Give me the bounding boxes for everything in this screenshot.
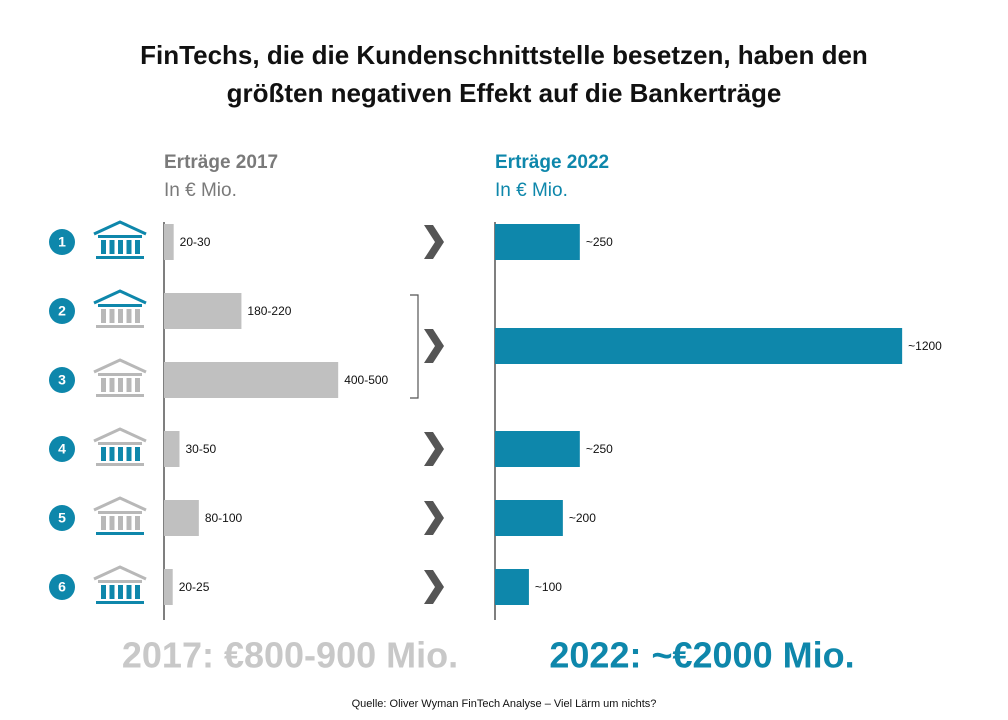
value-label: 400-500: [344, 373, 388, 387]
bank-column: [118, 309, 123, 323]
bar: [495, 224, 580, 260]
bank-column: [126, 516, 132, 530]
bank-column: [101, 447, 106, 461]
bank-base: [96, 325, 144, 328]
total: 2022: ~€2000 Mio.: [549, 635, 854, 676]
bank-column: [126, 240, 132, 254]
value-label: ~250: [586, 235, 613, 249]
bank-roof: [93, 427, 147, 443]
subheader: In € Mio.: [164, 180, 237, 201]
bank-column: [135, 240, 140, 254]
category-marker: [49, 574, 75, 600]
bank-column: [135, 447, 140, 461]
bank-column: [101, 240, 106, 254]
bank-column: [135, 378, 140, 392]
value-label: ~200: [569, 511, 596, 525]
bank-column: [109, 240, 115, 254]
bank-column: [109, 516, 115, 530]
bank-roof: [93, 565, 147, 581]
category-label: 4: [58, 441, 66, 457]
bank-base: [96, 394, 144, 397]
bank-column: [101, 378, 106, 392]
chevron: [424, 570, 444, 604]
bank-column: [118, 447, 123, 461]
value-label: 30-50: [185, 442, 216, 456]
bank-column: [109, 378, 115, 392]
header: Erträge 2022: [495, 152, 609, 173]
chevron: [424, 432, 444, 466]
bank-column: [135, 516, 140, 530]
bank-column: [135, 585, 140, 599]
bank-column: [118, 240, 123, 254]
bank-column: [118, 378, 123, 392]
bar: [495, 500, 563, 536]
value-label: 180-220: [247, 304, 291, 318]
bank-column: [109, 309, 115, 323]
bank-roof: [93, 496, 147, 512]
value-label: 80-100: [205, 511, 243, 525]
bank-beam: [98, 442, 142, 445]
category-marker: [49, 436, 75, 462]
category-label: 1: [58, 234, 66, 250]
bar: [164, 362, 339, 398]
bank-roof: [93, 289, 147, 305]
category-label: 3: [58, 372, 66, 388]
category-marker: [49, 298, 75, 324]
bank-column: [126, 309, 132, 323]
bank-base: [96, 601, 144, 604]
category-label: 2: [58, 303, 66, 319]
category-marker: [49, 367, 75, 393]
header: Erträge 2017: [164, 152, 278, 173]
bank-column: [101, 585, 106, 599]
bank-roof: [93, 358, 147, 374]
total: 2017: €800-900 Mio.: [122, 635, 458, 676]
bank-base: [96, 463, 144, 466]
title-line: FinTechs, die die Kundenschnittstelle be…: [140, 40, 868, 70]
bank-column: [109, 447, 115, 461]
subheader: In € Mio.: [495, 180, 568, 201]
bank-column: [126, 585, 132, 599]
bank-beam: [98, 304, 142, 307]
value-label: ~100: [535, 580, 562, 594]
bank-column: [101, 309, 106, 323]
value-label: 20-30: [180, 235, 211, 249]
bank-roof: [93, 220, 147, 236]
bar: [164, 293, 242, 329]
source: Quelle: Oliver Wyman FinTech Analyse – V…: [352, 698, 657, 710]
bar: [164, 431, 180, 467]
bank-column: [126, 378, 132, 392]
category-label: 5: [58, 510, 66, 526]
value-label: ~250: [586, 442, 613, 456]
bar: [495, 328, 903, 364]
chevron: [424, 225, 444, 259]
bank-beam: [98, 373, 142, 376]
bank-base: [96, 532, 144, 535]
bank-beam: [98, 511, 142, 514]
bar: [164, 569, 173, 605]
bar: [495, 431, 580, 467]
category-marker: [49, 229, 75, 255]
chevron: [424, 329, 444, 363]
bank-column: [109, 585, 115, 599]
value-label: 20-25: [179, 580, 210, 594]
category-marker: [49, 505, 75, 531]
title-line: größten negativen Effekt auf die Bankert…: [227, 78, 782, 108]
bar: [164, 500, 199, 536]
bank-beam: [98, 235, 142, 238]
bar: [495, 569, 529, 605]
bank-column: [101, 516, 106, 530]
category-label: 6: [58, 579, 66, 595]
bank-column: [118, 516, 123, 530]
chevron: [424, 501, 444, 535]
value-label: ~1200: [908, 339, 942, 353]
bracket: [410, 294, 419, 399]
bank-column: [126, 447, 132, 461]
bar: [164, 224, 174, 260]
bank-column: [118, 585, 123, 599]
bank-base: [96, 256, 144, 259]
bank-column: [135, 309, 140, 323]
bank-beam: [98, 580, 142, 583]
